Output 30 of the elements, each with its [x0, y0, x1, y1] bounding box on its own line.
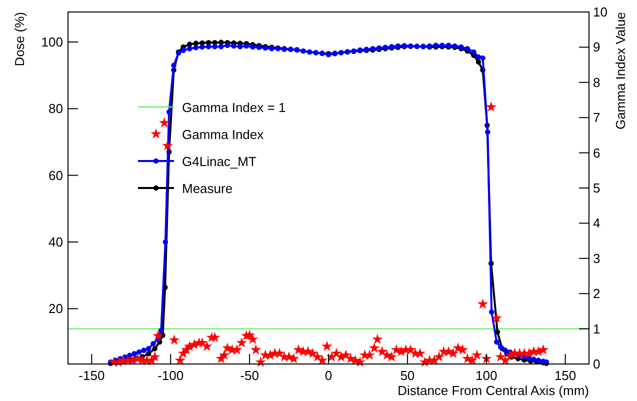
y-tick-label: 60	[48, 168, 63, 183]
y2-tick-label: 0	[593, 356, 600, 372]
legend-label: Gamma Index = 1	[182, 100, 286, 115]
x-tick-label: -100	[158, 368, 184, 383]
y-axis-title: Dose (%)	[12, 12, 27, 66]
y2-axis-title: Gamma Index Value	[613, 12, 628, 130]
y2-tick-label: 2	[593, 286, 600, 302]
legend-label: Measure	[182, 181, 233, 196]
y2-tick-label: 10	[593, 4, 608, 20]
y2-tick-label: 9	[593, 40, 600, 55]
x-tick-label: -50	[240, 368, 259, 383]
legend-label: Gamma Index	[182, 127, 264, 142]
x-tick-label: 150	[554, 368, 576, 383]
y-tick-label: 80	[48, 101, 63, 116]
x-axis-title: Distance From Central Axis (mm)	[398, 383, 589, 398]
y-tick-label: 100	[41, 34, 63, 50]
y2-tick-label: 7	[593, 110, 600, 126]
x-tick-label: -150	[78, 368, 105, 383]
y2-tick-label: 5	[593, 180, 600, 196]
y2-tick-label: 3	[593, 250, 600, 266]
y-tick-label: 20	[48, 301, 63, 316]
y2-tick-label: 1	[593, 321, 600, 336]
legend-label: G4Linac_MT	[182, 154, 256, 169]
x-tick-label: 100	[476, 368, 498, 383]
y2-tick-label: 6	[593, 145, 600, 160]
x-tick-label: 50	[400, 368, 415, 383]
x-tick-label: 0	[324, 368, 332, 383]
y2-tick-label: 8	[593, 74, 600, 90]
y2-tick-label: 4	[593, 216, 600, 231]
y-tick-label: 40	[48, 234, 63, 250]
